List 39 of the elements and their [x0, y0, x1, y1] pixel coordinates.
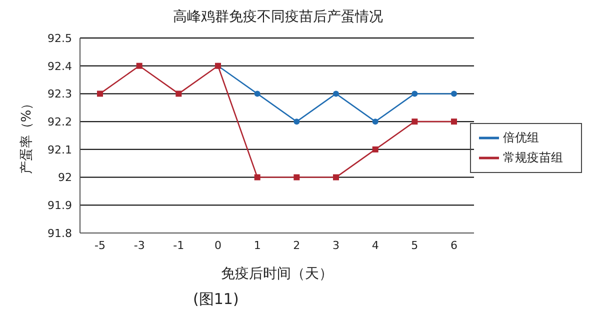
x-tick-label: 6	[450, 238, 458, 252]
point	[451, 118, 457, 125]
y-tick-label: 92.2	[48, 115, 72, 128]
y-tick-label: 91.9	[48, 199, 72, 212]
point	[294, 118, 300, 125]
y-tick-label: 92.4	[48, 60, 72, 73]
point	[451, 90, 457, 97]
x-tick-label: 4	[372, 238, 379, 252]
text: (图11)	[193, 290, 239, 309]
x-tick-label: 5	[411, 238, 418, 252]
point	[294, 174, 300, 180]
y-tick-label: 92.3	[48, 88, 72, 101]
y-tick-label: 91.8	[48, 226, 72, 240]
legend-label: 倍优组	[503, 130, 539, 144]
point	[97, 90, 103, 97]
point	[372, 146, 378, 152]
x-tick-label: 0	[214, 238, 222, 252]
chart-title: 高峰鸡群免疫不同疫苗后产蛋情况	[172, 8, 384, 26]
point	[372, 118, 378, 125]
x-tick-label: 2	[293, 238, 300, 252]
x-tick-label: -1	[173, 238, 184, 252]
point	[254, 90, 260, 97]
point	[412, 90, 418, 97]
y-tick-label: 92	[58, 171, 72, 184]
point	[333, 90, 339, 97]
point	[136, 62, 142, 69]
point	[254, 174, 260, 180]
x-tick-label: -5	[94, 238, 106, 252]
legend-label: 常规疫苗组	[503, 150, 563, 164]
x-tick-label: 3	[332, 238, 340, 252]
y-axis-title: 产蛋率（%）	[18, 96, 35, 174]
point	[333, 174, 339, 180]
y-tick-label: 92.5	[48, 32, 72, 45]
point	[176, 90, 182, 97]
x-tick-label: 1	[254, 238, 261, 252]
point	[412, 118, 418, 125]
x-axis-title: 免疫后时间（天）	[221, 266, 333, 282]
y-tick-label: 92.1	[48, 143, 72, 156]
x-tick-label: -3	[134, 238, 145, 252]
